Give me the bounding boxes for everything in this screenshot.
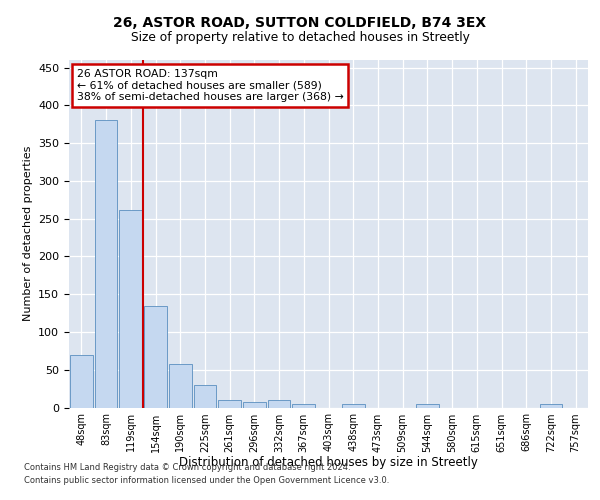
Bar <box>539 404 562 407</box>
Text: Contains HM Land Registry data © Crown copyright and database right 2024.: Contains HM Land Registry data © Crown c… <box>24 462 350 471</box>
Bar <box>169 364 191 408</box>
Bar <box>119 210 142 408</box>
Text: 26, ASTOR ROAD, SUTTON COLDFIELD, B74 3EX: 26, ASTOR ROAD, SUTTON COLDFIELD, B74 3E… <box>113 16 487 30</box>
Text: 26 ASTOR ROAD: 137sqm
← 61% of detached houses are smaller (589)
38% of semi-det: 26 ASTOR ROAD: 137sqm ← 61% of detached … <box>77 68 344 102</box>
Bar <box>70 354 93 408</box>
Bar <box>416 404 439 407</box>
Bar <box>342 404 365 407</box>
Bar <box>144 306 167 408</box>
Y-axis label: Number of detached properties: Number of detached properties <box>23 146 32 322</box>
Bar <box>292 404 315 407</box>
Bar <box>218 400 241 407</box>
Bar <box>268 400 290 407</box>
Bar <box>243 402 266 407</box>
Text: Size of property relative to detached houses in Streetly: Size of property relative to detached ho… <box>131 31 469 44</box>
Bar <box>95 120 118 408</box>
X-axis label: Distribution of detached houses by size in Streetly: Distribution of detached houses by size … <box>179 456 478 469</box>
Text: Contains public sector information licensed under the Open Government Licence v3: Contains public sector information licen… <box>24 476 389 485</box>
Bar <box>194 385 216 407</box>
